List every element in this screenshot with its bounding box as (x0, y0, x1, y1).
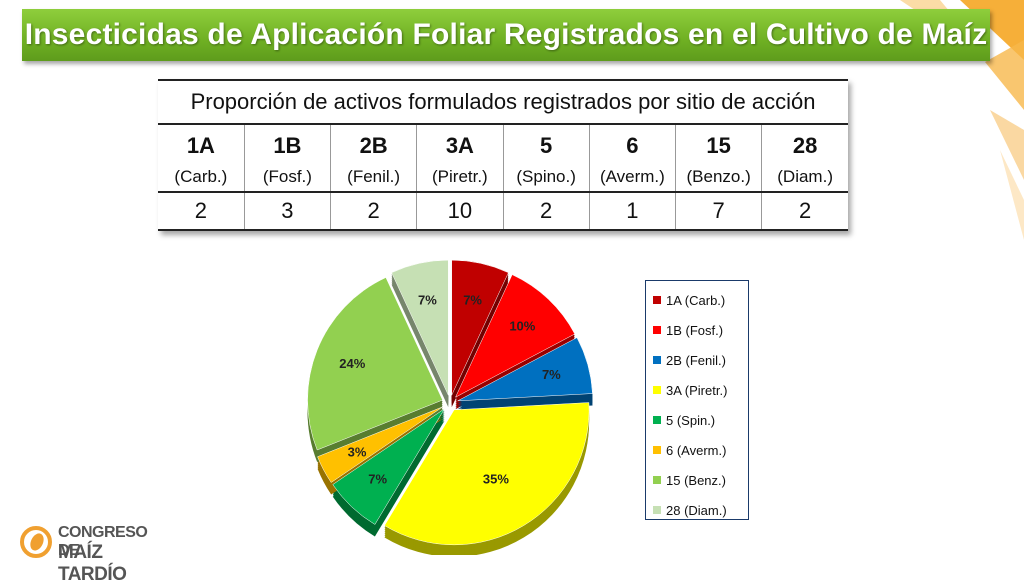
column-code: 3A (416, 124, 503, 163)
pie-slice (391, 259, 449, 396)
pie-data-label: 7% (368, 471, 387, 486)
count-cell: 2 (329, 191, 417, 231)
page-title: Insecticidas de Aplicación Foliar Regist… (24, 18, 988, 51)
column-name: (Benzo.) (674, 163, 762, 192)
legend-item: 3A (Piretr.) (653, 375, 748, 405)
legend-label: 28 (Diam.) (666, 502, 727, 518)
legend-item: 5 (Spin.) (653, 405, 748, 435)
column-code: 28 (761, 124, 848, 163)
column-code: 6 (588, 124, 676, 163)
legend-label: 5 (Spin.) (666, 412, 716, 428)
count-cell: 1 (588, 191, 676, 231)
legend-swatch (653, 446, 661, 454)
legend-item: 15 (Benz.) (653, 465, 748, 495)
column-code: 15 (674, 124, 762, 163)
column-code: 1B (243, 124, 331, 163)
count-cell: 2 (761, 191, 848, 231)
column-name: (Carb.) (174, 167, 228, 186)
legend-label: 2B (Fenil.) (666, 352, 726, 368)
title-bar: Insecticidas de Aplicación Foliar Regist… (22, 9, 990, 61)
column-name: (Fenil.) (329, 163, 417, 192)
pie-data-label: 35% (483, 471, 509, 486)
count-cell: 2 (158, 191, 245, 231)
congreso-logo: CONGRESO DE MAÍZ TARDÍO (20, 522, 170, 585)
table-caption: Proporción de activos formulados registr… (158, 79, 848, 125)
column-code: 5 (502, 124, 590, 163)
chart-legend: 1A (Carb.) 1B (Fosf.) 2B (Fenil.) 3A (Piret… (645, 280, 749, 520)
legend-item: 28 (Diam.) (653, 495, 748, 525)
corn-logo-icon (20, 526, 52, 558)
legend-label: 6 (Averm.) (666, 442, 727, 458)
legend-label: 1A (Carb.) (666, 292, 726, 308)
pie-data-label: 7% (542, 367, 561, 382)
pie-slice (307, 277, 443, 451)
column-name: (Piretr.) (416, 163, 503, 192)
column-name: (Fosf.) (243, 163, 331, 192)
count-cell: 3 (243, 191, 331, 231)
column-name: (Averm.) (588, 163, 676, 192)
pie-slice (451, 259, 509, 396)
column-name: (Diam.) (761, 163, 848, 192)
legend-label: 3A (Piretr.) (666, 382, 728, 398)
column-name: (Spino.) (502, 163, 590, 192)
pie-data-label: 7% (463, 292, 482, 307)
legend-swatch (653, 296, 661, 304)
legend-swatch (653, 476, 661, 484)
pie-slice (332, 408, 445, 525)
pie-slice (384, 402, 590, 546)
legend-label: 15 (Benz.) (666, 472, 726, 488)
legend-item: 1A (Carb.) (653, 285, 748, 315)
column-code: 1A (186, 133, 215, 158)
count-cell: 10 (416, 191, 503, 231)
column-code: 2B (329, 124, 417, 163)
pie-data-label: 7% (418, 292, 437, 307)
legend-swatch (653, 506, 661, 514)
legend-item: 1B (Fosf.) (653, 315, 748, 345)
legend-item: 6 (Averm.) (653, 435, 748, 465)
logo-line2: MAÍZ TARDÍO (58, 542, 127, 585)
pie-chart: 7%10%7%35%7%3%24%7% (307, 259, 593, 555)
pie-slice (454, 274, 576, 398)
legend-swatch (653, 416, 661, 424)
count-cell: 7 (674, 191, 762, 231)
pie-data-label: 24% (339, 356, 365, 371)
pie-slice (457, 337, 593, 402)
legend-swatch (653, 386, 661, 394)
legend-swatch (653, 326, 661, 334)
legend-label: 1B (Fosf.) (666, 322, 724, 338)
count-cell: 2 (502, 191, 590, 231)
pie-slice (317, 406, 444, 483)
legend-swatch (653, 356, 661, 364)
action-site-table: Proporción de activos formulados registr… (158, 79, 848, 231)
pie-data-label: 3% (348, 444, 367, 459)
pie-data-label: 10% (509, 319, 535, 334)
logo-line1: CONGRESO DE (58, 524, 148, 559)
legend-item: 2B (Fenil.) (653, 345, 748, 375)
